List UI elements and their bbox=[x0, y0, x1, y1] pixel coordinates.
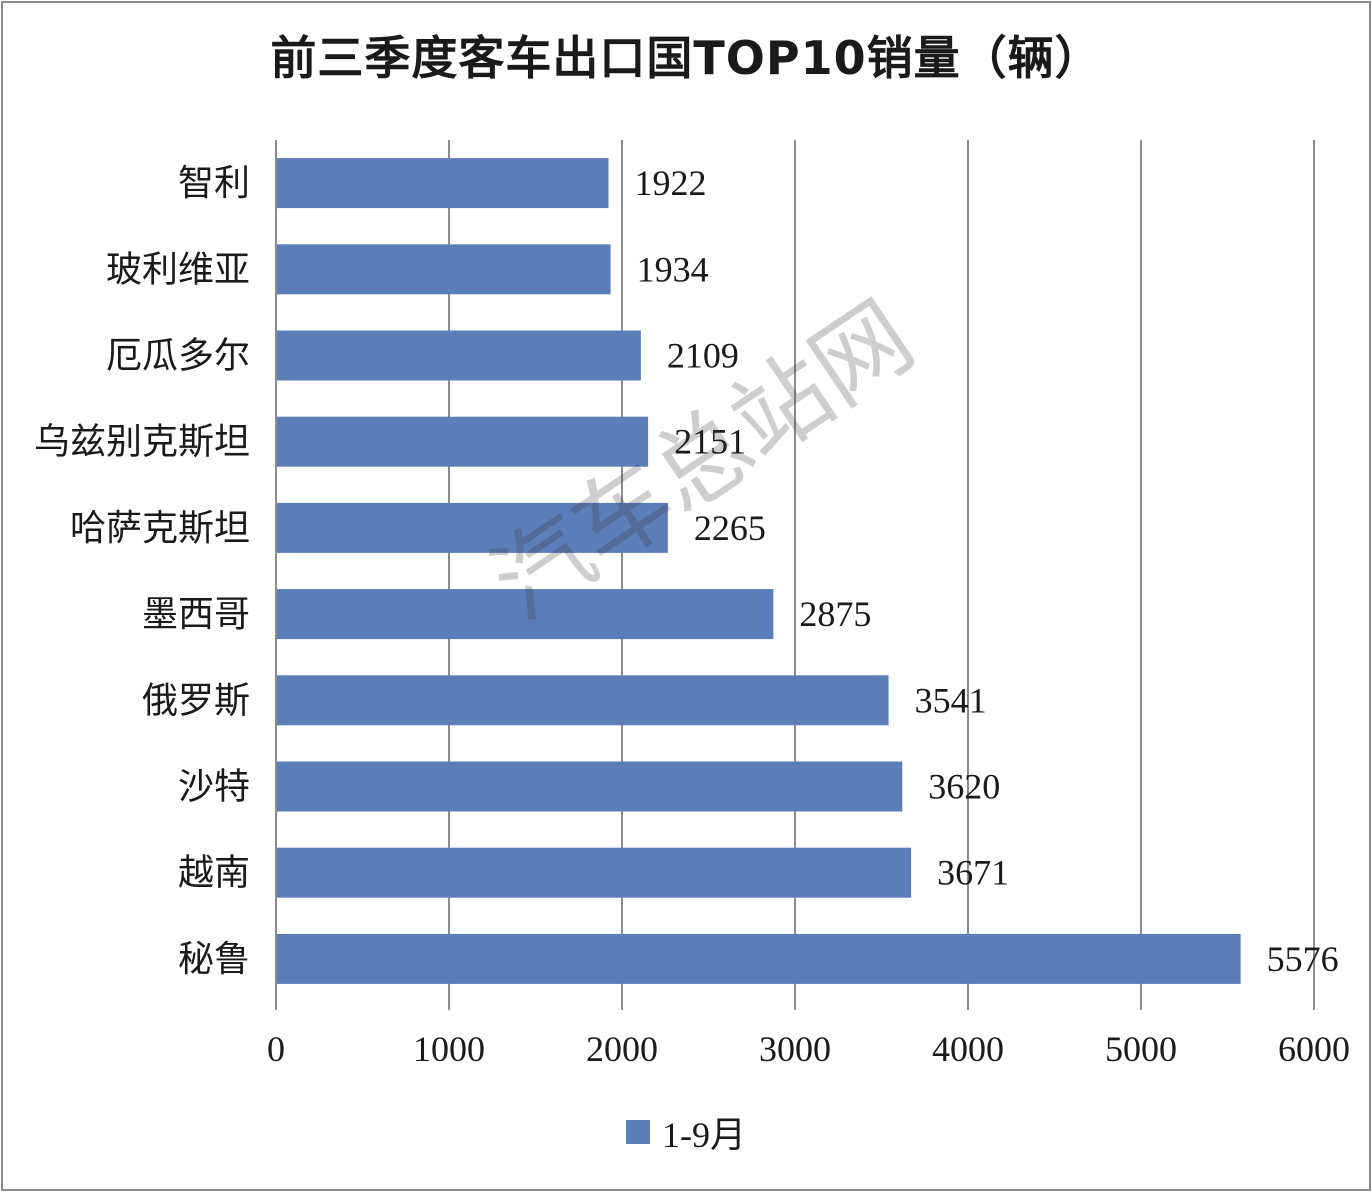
data-label: 2109 bbox=[667, 336, 739, 376]
x-tick-label: 0 bbox=[267, 1029, 285, 1069]
data-label: 3620 bbox=[928, 767, 1000, 807]
bar bbox=[276, 589, 774, 640]
bar bbox=[276, 847, 912, 898]
data-label: 2265 bbox=[694, 508, 766, 548]
x-tick-label: 6000 bbox=[1278, 1029, 1350, 1069]
x-tick-label: 2000 bbox=[586, 1029, 658, 1069]
bar bbox=[276, 933, 1241, 984]
chart-title: 前三季度客车出口国TOP10销量（辆） bbox=[270, 31, 1102, 85]
bar bbox=[276, 330, 641, 381]
data-label: 3671 bbox=[937, 853, 1009, 893]
bar bbox=[276, 761, 903, 812]
bar bbox=[276, 675, 889, 726]
bar bbox=[276, 244, 611, 295]
category-label: 哈萨克斯坦 bbox=[70, 508, 250, 549]
data-label: 5576 bbox=[1267, 939, 1339, 979]
category-label: 厄瓜多尔 bbox=[106, 336, 250, 377]
x-tick-label: 5000 bbox=[1105, 1029, 1177, 1069]
data-label: 2151 bbox=[674, 422, 746, 462]
category-label: 俄罗斯 bbox=[142, 680, 250, 721]
legend-label: 1-9月 bbox=[662, 1115, 746, 1155]
data-label: 3541 bbox=[915, 680, 987, 720]
category-label: 墨西哥 bbox=[142, 594, 250, 635]
category-label: 玻利维亚 bbox=[106, 249, 250, 290]
bar bbox=[276, 416, 649, 467]
data-label: 2875 bbox=[799, 594, 871, 634]
bar bbox=[276, 502, 668, 553]
category-label: 智利 bbox=[178, 163, 250, 204]
category-label: 乌兹别克斯坦 bbox=[34, 422, 250, 463]
category-label: 秘鲁 bbox=[178, 939, 250, 980]
data-label: 1922 bbox=[635, 163, 707, 203]
x-tick-label: 4000 bbox=[932, 1029, 1004, 1069]
category-label: 沙特 bbox=[178, 767, 250, 808]
data-label: 1934 bbox=[637, 249, 709, 289]
category-label: 越南 bbox=[178, 853, 250, 894]
x-tick-label: 3000 bbox=[759, 1029, 831, 1069]
x-tick-label: 1000 bbox=[413, 1029, 485, 1069]
legend-swatch bbox=[626, 1120, 650, 1144]
bar bbox=[276, 158, 609, 209]
legend: 1-9月 bbox=[626, 1112, 746, 1155]
